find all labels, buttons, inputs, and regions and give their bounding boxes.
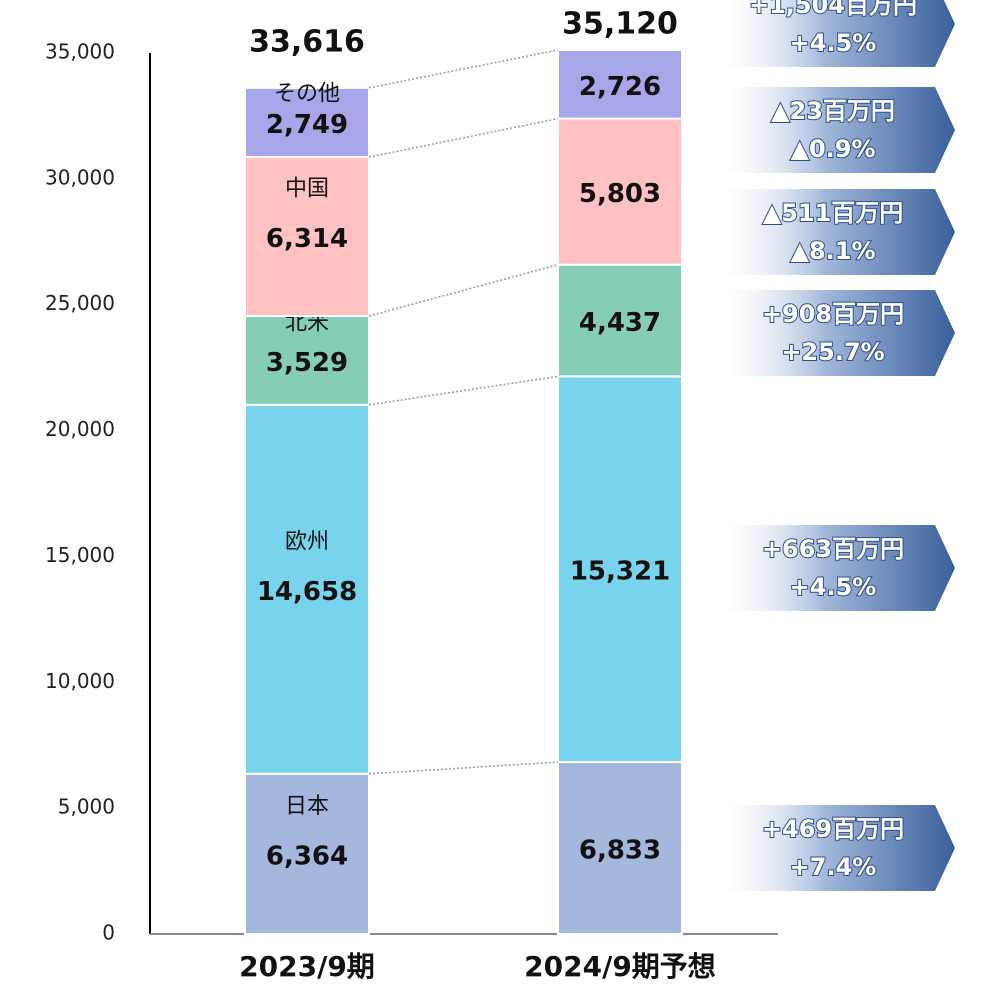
bar-segment bbox=[244, 772, 370, 935]
y-tick-label: 35,000 bbox=[45, 40, 115, 64]
connector bbox=[368, 49, 559, 89]
connector bbox=[368, 761, 559, 775]
y-tick-label: 10,000 bbox=[45, 669, 115, 693]
change-label: +4.5% bbox=[790, 29, 877, 57]
series-name: 中国 bbox=[285, 177, 329, 202]
value-label: 3,529 bbox=[266, 348, 348, 378]
change-label: ▲23百万円 bbox=[771, 97, 895, 125]
series-name: 日本 bbox=[285, 794, 329, 819]
bar-segment bbox=[244, 86, 370, 159]
total-label: 33,616 bbox=[249, 24, 365, 59]
change-label: +7.4% bbox=[790, 853, 877, 881]
change-label: ▲0.9% bbox=[790, 135, 875, 163]
change-arrow bbox=[722, 189, 955, 275]
change-arrow bbox=[722, 805, 955, 891]
bar-segment bbox=[557, 48, 683, 120]
x-tick-label: 2023/9期 bbox=[239, 950, 375, 983]
change-label: +25.7% bbox=[781, 338, 884, 366]
total-label: 35,120 bbox=[562, 6, 678, 41]
change-label: +469百万円 bbox=[762, 815, 904, 843]
change-arrow bbox=[722, 290, 955, 376]
y-tick-label: 15,000 bbox=[45, 543, 115, 567]
change-label: +663百万円 bbox=[762, 535, 904, 563]
change-label: ▲511百万円 bbox=[763, 199, 904, 227]
value-label: 2,726 bbox=[579, 72, 661, 102]
change-label: +908百万円 bbox=[762, 300, 904, 328]
change-label: ▲8.1% bbox=[790, 237, 875, 265]
x-tick-label: 2024/9期予想 bbox=[524, 950, 716, 983]
change-arrow bbox=[722, 0, 955, 67]
value-label: 6,833 bbox=[579, 836, 661, 866]
connector bbox=[368, 117, 559, 158]
y-tick-label: 30,000 bbox=[45, 165, 115, 189]
change-label: +4.5% bbox=[790, 573, 877, 601]
change-arrow bbox=[722, 525, 955, 611]
change-arrow bbox=[722, 87, 955, 173]
change-label: +1,504百万円 bbox=[749, 0, 917, 19]
value-label: 2,749 bbox=[266, 110, 348, 140]
value-label: 5,803 bbox=[579, 179, 661, 209]
series-name: 欧州 bbox=[285, 529, 329, 554]
value-label: 14,658 bbox=[257, 577, 357, 607]
bar-segment bbox=[557, 375, 683, 764]
y-tick-label: 25,000 bbox=[45, 291, 115, 315]
y-tick-label: 5,000 bbox=[58, 795, 115, 819]
bar-segment bbox=[244, 315, 370, 406]
series-name: その他 bbox=[274, 81, 340, 106]
value-label: 15,321 bbox=[570, 557, 670, 587]
connector bbox=[368, 375, 559, 406]
y-tick-label: 20,000 bbox=[45, 417, 115, 441]
bar-segment bbox=[557, 117, 683, 266]
connector bbox=[368, 263, 559, 317]
value-label: 6,364 bbox=[266, 841, 348, 871]
value-label: 4,437 bbox=[579, 308, 661, 338]
value-label: 6,314 bbox=[266, 224, 348, 254]
y-tick-label: 0 bbox=[102, 921, 115, 945]
bar-segment bbox=[557, 263, 683, 378]
